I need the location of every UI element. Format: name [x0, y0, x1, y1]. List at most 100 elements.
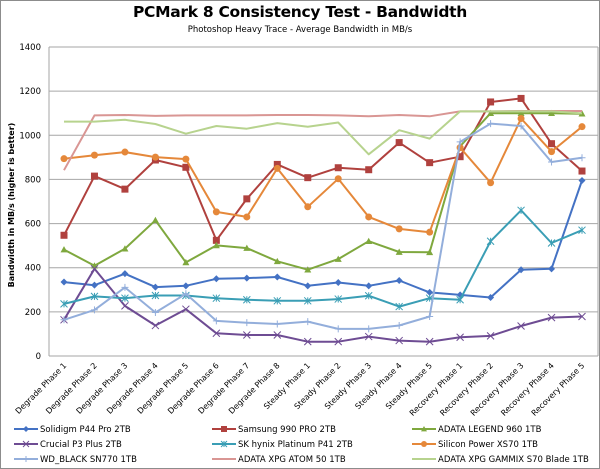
- chart-subtitle: Photoshop Heavy Trace - Average Bandwidt…: [187, 25, 413, 35]
- data-point-marker: [151, 309, 159, 317]
- data-point-marker: [365, 282, 373, 290]
- data-point-marker: [456, 333, 464, 342]
- legend-item: Solidigm P44 Pro 2TB: [14, 425, 131, 435]
- data-point-marker: [273, 257, 281, 265]
- data-point-marker: [426, 312, 434, 320]
- data-point-marker: [212, 317, 220, 325]
- x-tick-label: Degrade Phase 4: [105, 361, 160, 416]
- x-tick-label: Degrade Phase 7: [196, 361, 251, 416]
- x-tick-label: Recovery Phase 1: [408, 361, 465, 418]
- data-point-marker: [22, 440, 30, 448]
- data-point-marker: [243, 213, 251, 221]
- series-line: [63, 110, 582, 171]
- data-point-marker: [578, 226, 586, 235]
- data-point-marker: [487, 98, 495, 106]
- data-point-marker: [151, 291, 160, 300]
- gridlines: [48, 46, 599, 357]
- data-point-marker: [243, 244, 251, 251]
- data-point-marker: [221, 426, 227, 432]
- data-point-marker: [517, 206, 525, 215]
- data-point-marker: [60, 246, 68, 253]
- data-point-marker: [548, 140, 556, 148]
- x-tick-label: Degrade Phase 8: [227, 361, 282, 416]
- data-point-marker: [426, 228, 434, 236]
- data-point-marker: [273, 296, 282, 305]
- x-tick-label: Degrade Phase 5: [136, 361, 191, 416]
- data-point-marker: [60, 316, 68, 324]
- data-point-marker: [212, 275, 220, 283]
- x-tick-label: Degrade Phase 3: [75, 361, 130, 416]
- data-point-marker: [242, 295, 251, 304]
- legend-label: ADATA XPG ATOM 50 1TB: [238, 455, 346, 465]
- data-point-marker: [426, 288, 434, 296]
- series-group: [60, 94, 586, 346]
- series-crucial-p3-plus-2tb: [60, 264, 586, 346]
- series-wd-black-sn770-1tb: [60, 120, 586, 333]
- data-point-marker: [426, 159, 434, 167]
- legend-item: Silicon Power XS70 1TB: [412, 440, 538, 450]
- data-point-marker: [364, 291, 373, 300]
- data-point-marker: [90, 151, 98, 159]
- data-point-marker: [243, 319, 251, 327]
- legend-item: Crucial P3 Plus 2TB: [14, 440, 122, 450]
- data-point-marker: [182, 290, 190, 298]
- data-point-marker: [90, 264, 99, 273]
- data-point-marker: [90, 281, 98, 289]
- data-point-marker: [456, 153, 464, 161]
- data-point-marker: [23, 426, 29, 432]
- legend-label: Samsung 990 PRO 2TB: [238, 425, 336, 435]
- data-point-marker: [182, 305, 190, 314]
- x-tick-label: Recovery Phase 3: [469, 361, 526, 418]
- x-tick-label: Degrade Phase 6: [166, 361, 221, 416]
- legend-item: Samsung 990 PRO 2TB: [212, 425, 336, 435]
- data-point-marker: [90, 306, 98, 314]
- data-point-marker: [547, 313, 556, 322]
- data-point-marker: [121, 283, 129, 291]
- series-adata-xpg-atom-50-1tb: [63, 110, 582, 171]
- data-point-marker: [90, 292, 99, 301]
- data-point-marker: [578, 312, 586, 321]
- data-point-marker: [456, 138, 464, 146]
- x-tick-label: Recovery Phase 2: [438, 361, 495, 418]
- data-point-marker: [517, 122, 525, 130]
- series-line: [63, 180, 583, 299]
- legend-item: ADATA XPG GAMMIX S70 Blade 1TB: [412, 455, 589, 465]
- data-point-marker: [304, 318, 312, 326]
- y-tick-label: 400: [25, 264, 41, 274]
- data-point-marker: [334, 279, 342, 287]
- data-point-marker: [121, 270, 129, 278]
- data-point-marker: [220, 440, 228, 448]
- data-point-marker: [517, 115, 525, 123]
- legend-label: ADATA LEGEND 960 1TB: [438, 425, 542, 435]
- x-tick-label: Degrade Phase 1: [14, 361, 69, 416]
- data-point-marker: [517, 322, 525, 330]
- legend-label: WD_BLACK SN770 1TB: [40, 455, 137, 465]
- series-silicon-power-xs70-1tb: [60, 115, 586, 236]
- data-point-marker: [273, 320, 281, 328]
- data-point-marker: [334, 295, 343, 303]
- data-point-marker: [121, 302, 129, 310]
- x-tick-label: Degrade Phase 2: [44, 361, 99, 416]
- data-point-marker: [364, 332, 373, 341]
- data-point-marker: [578, 123, 586, 131]
- data-point-marker: [182, 155, 190, 163]
- legend-item: WD_BLACK SN770 1TB: [14, 455, 137, 465]
- series-line: [63, 209, 583, 308]
- data-point-marker: [365, 325, 373, 333]
- series-sk-hynix-platinum-p41-2tb: [60, 206, 586, 311]
- data-point-marker: [421, 426, 427, 432]
- data-point-marker: [151, 321, 160, 330]
- data-point-marker: [517, 266, 525, 274]
- data-point-marker: [151, 153, 159, 161]
- data-point-marker: [395, 277, 403, 285]
- y-axis-label: Bandwidth in MB/s (higher is better): [7, 123, 16, 288]
- series-line: [63, 117, 583, 234]
- data-point-marker: [578, 154, 586, 162]
- data-point-marker: [517, 109, 525, 117]
- data-point-marker: [334, 164, 342, 172]
- data-point-marker: [426, 248, 434, 256]
- legend: Solidigm P44 Pro 2TB Samsung 990 PRO 2TB A…: [14, 425, 589, 465]
- data-point-marker: [395, 225, 403, 233]
- data-point-marker: [334, 175, 342, 183]
